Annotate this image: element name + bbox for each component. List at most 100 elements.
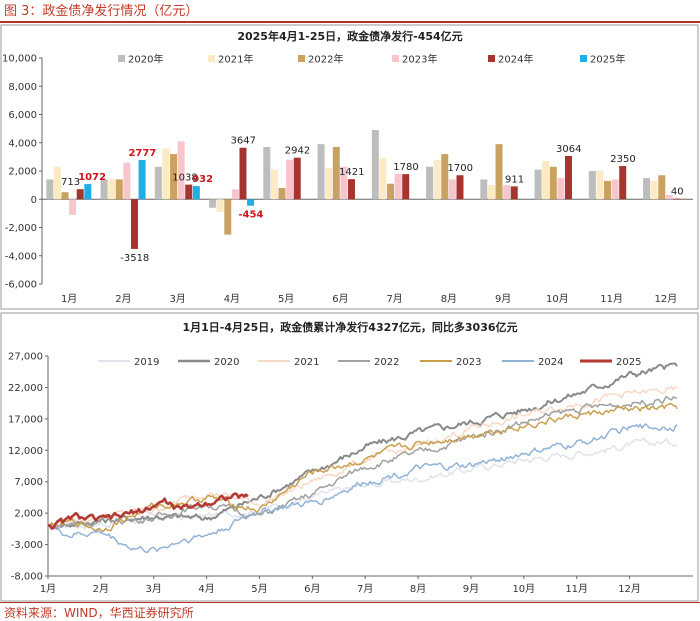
data-label: 911 xyxy=(505,174,524,185)
data-label: 1700 xyxy=(448,163,473,174)
data-label: 1072 xyxy=(78,172,106,183)
bar xyxy=(596,171,604,200)
bar xyxy=(332,146,340,200)
x-tick-label: 7月 xyxy=(357,583,373,595)
x-tick-label: 7月 xyxy=(386,293,402,305)
bar xyxy=(115,179,123,200)
data-label: -454 xyxy=(238,210,263,221)
bar xyxy=(100,179,108,200)
legend-label: 2022 xyxy=(374,357,399,368)
bar xyxy=(534,169,542,200)
series-line xyxy=(47,423,678,554)
x-tick-label: 9月 xyxy=(463,583,479,595)
data-label: 2350 xyxy=(610,154,635,165)
x-tick-label: 4月 xyxy=(198,583,214,595)
bar xyxy=(162,148,170,200)
legend-swatch xyxy=(298,55,305,62)
data-label: 2942 xyxy=(285,146,310,157)
legend-label: 2021 xyxy=(294,357,319,368)
x-tick-label: 11月 xyxy=(565,583,588,595)
series-line xyxy=(47,437,678,530)
data-label: 2777 xyxy=(128,148,156,159)
source-rule xyxy=(0,602,700,603)
bar xyxy=(487,185,495,200)
bar xyxy=(209,199,217,208)
data-label: 713 xyxy=(61,177,80,188)
bar xyxy=(371,130,379,200)
bar xyxy=(293,157,301,200)
chart-title: 2025年4月1-25日，政金债净发行-454亿元 xyxy=(237,29,462,43)
bar xyxy=(564,155,572,200)
y-tick-label: 27,000 xyxy=(8,352,43,363)
bar xyxy=(53,166,61,200)
y-tick-label: 10,000 xyxy=(2,54,37,65)
legend-label: 2023年 xyxy=(402,53,437,66)
bar xyxy=(263,146,271,200)
monthly-bar-chart: 2025年4月1-25日，政金债净发行-454亿元 2020年 2021年 2022年… xyxy=(0,24,699,310)
x-tick-label: 10月 xyxy=(512,583,535,595)
x-tick-label: 11月 xyxy=(600,293,623,305)
bar xyxy=(278,187,286,200)
bar xyxy=(170,154,178,200)
bar xyxy=(325,168,333,200)
data-label: -3518 xyxy=(120,253,149,264)
legend-swatch xyxy=(208,55,215,62)
bar xyxy=(456,175,464,200)
bar xyxy=(542,161,550,200)
x-tick-label: 5月 xyxy=(251,583,267,595)
legend-swatch xyxy=(580,55,587,62)
bar xyxy=(347,179,355,200)
bar xyxy=(154,166,162,200)
source-note: 资料来源：WIND，华西证券研究所 xyxy=(4,606,194,620)
x-tick-label: 4月 xyxy=(224,293,240,305)
x-tick-label: 1月 xyxy=(61,293,77,305)
legend-label: 2020 xyxy=(214,357,239,368)
legend-label: 2019 xyxy=(134,357,159,368)
bar xyxy=(216,199,224,212)
data-label: 1421 xyxy=(339,167,364,178)
bar xyxy=(503,185,511,200)
y-tick-label: 0 xyxy=(31,195,37,206)
bar xyxy=(123,162,131,200)
legend-label: 2025 xyxy=(616,357,641,368)
x-tick-label: 3月 xyxy=(146,583,162,595)
bar xyxy=(379,158,387,200)
bar xyxy=(619,166,627,200)
x-tick-label: 10月 xyxy=(546,293,569,305)
bar xyxy=(317,144,325,200)
bar xyxy=(231,189,239,200)
bar xyxy=(643,178,651,200)
y-tick-label: -2,000 xyxy=(5,223,37,234)
bar xyxy=(604,180,612,200)
chart-title: 1月1日-4月25日，政金债累计净发行4327亿元，同比多3036亿元 xyxy=(182,320,517,334)
bar xyxy=(448,179,456,200)
bar xyxy=(665,195,673,200)
bar xyxy=(286,159,294,200)
bar xyxy=(441,154,449,200)
data-label: 1038 xyxy=(172,173,197,184)
bar xyxy=(495,144,503,200)
bar xyxy=(650,180,658,200)
data-label: 3064 xyxy=(556,144,581,155)
bar xyxy=(549,166,557,200)
y-tick-label: -3,000 xyxy=(11,540,43,551)
data-label: 932 xyxy=(192,174,213,185)
x-tick-label: 8月 xyxy=(441,293,457,305)
x-tick-label: 6月 xyxy=(332,293,348,305)
x-tick-label: 1月 xyxy=(40,583,56,595)
legend-swatch xyxy=(118,55,125,62)
series-line xyxy=(47,492,249,530)
x-tick-label: 6月 xyxy=(304,583,320,595)
legend-label: 2022年 xyxy=(308,53,343,66)
x-tick-label: 3月 xyxy=(169,293,185,305)
bar xyxy=(510,186,518,200)
y-tick-label: -6,000 xyxy=(5,280,37,291)
legend-label: 2020年 xyxy=(128,53,163,66)
bar xyxy=(84,184,92,200)
bar xyxy=(46,179,54,200)
bar xyxy=(76,189,84,200)
bar xyxy=(340,166,348,200)
legend-swatch xyxy=(488,55,495,62)
bar xyxy=(402,174,410,200)
y-tick-label: 4,000 xyxy=(8,138,37,149)
